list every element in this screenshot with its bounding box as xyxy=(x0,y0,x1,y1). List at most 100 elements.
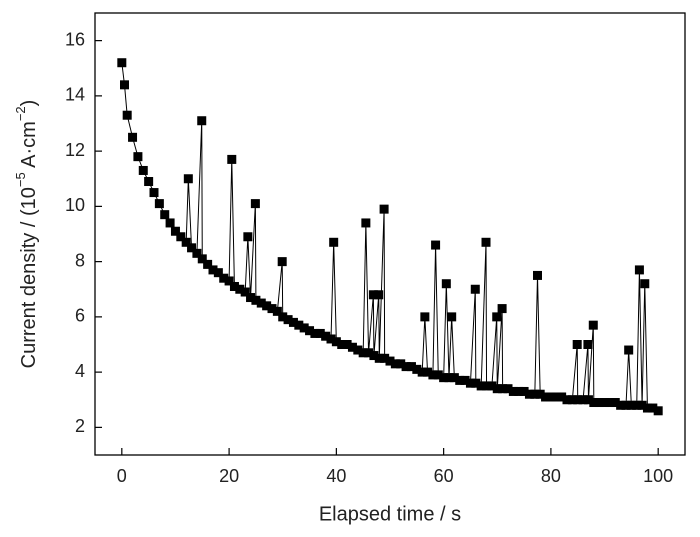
data-point xyxy=(277,257,287,267)
data-point xyxy=(541,392,551,402)
data-point xyxy=(385,356,395,366)
data-point xyxy=(533,270,542,280)
data-point xyxy=(470,284,480,294)
data-point xyxy=(653,406,663,416)
data-point xyxy=(203,259,213,269)
data-point xyxy=(589,398,599,408)
data-point xyxy=(465,378,475,388)
data-point xyxy=(342,340,352,349)
data-point xyxy=(364,348,374,358)
data-point xyxy=(449,373,459,383)
x-tick-label: 40 xyxy=(326,466,346,486)
data-point xyxy=(573,395,583,405)
data-point xyxy=(632,400,642,410)
data-point xyxy=(122,110,132,120)
data-point xyxy=(380,353,390,363)
y-tick-label: 4 xyxy=(75,361,85,381)
data-point xyxy=(433,370,443,380)
data-point xyxy=(321,331,331,341)
y-tick-label: 2 xyxy=(75,416,85,436)
data-point xyxy=(557,392,567,402)
data-point xyxy=(588,320,598,330)
data-point xyxy=(192,248,202,258)
data-point xyxy=(353,345,363,355)
data-point xyxy=(481,237,491,247)
data-point xyxy=(294,320,304,330)
data-point xyxy=(227,154,237,164)
data-point xyxy=(460,375,470,385)
data-point xyxy=(487,381,497,391)
data-point xyxy=(240,287,250,297)
data-point xyxy=(562,395,572,405)
data-point xyxy=(583,340,593,349)
data-point xyxy=(514,386,524,396)
data-point xyxy=(229,281,239,291)
data-point xyxy=(358,348,368,358)
data-point xyxy=(310,328,320,338)
data-point xyxy=(154,199,164,209)
data-point xyxy=(535,389,545,399)
data-point xyxy=(578,395,588,405)
data-point xyxy=(621,400,631,410)
x-tick-label: 100 xyxy=(643,466,673,486)
data-point xyxy=(600,398,610,408)
data-point xyxy=(283,315,293,325)
data-point xyxy=(138,165,148,175)
x-tick-label: 20 xyxy=(219,466,239,486)
data-point xyxy=(144,177,154,187)
data-point xyxy=(530,389,540,399)
data-point xyxy=(431,240,441,250)
data-point xyxy=(165,218,175,228)
label-part: Current density / (10 xyxy=(18,187,40,368)
data-point xyxy=(642,403,652,413)
data-point xyxy=(329,237,339,247)
x-tick-label: 0 xyxy=(117,466,127,486)
x-tick-label: 80 xyxy=(541,466,561,486)
data-point xyxy=(128,132,138,142)
data-point xyxy=(160,210,170,220)
data-point xyxy=(423,367,433,377)
data-point xyxy=(428,370,438,380)
data-point xyxy=(546,392,556,402)
data-point xyxy=(267,304,277,314)
data-point xyxy=(605,398,615,408)
data-point xyxy=(447,312,457,322)
data-point xyxy=(648,403,658,413)
data-point xyxy=(149,188,159,198)
superscript: −2 xyxy=(13,106,28,121)
data-point xyxy=(219,273,229,283)
data-point xyxy=(498,384,508,394)
data-point xyxy=(120,80,129,90)
data-point xyxy=(567,395,577,405)
data-point xyxy=(224,276,234,286)
data-point xyxy=(439,373,449,383)
y-tick-label: 8 xyxy=(75,250,85,270)
data-point xyxy=(256,298,266,308)
data-point xyxy=(497,304,507,314)
data-point xyxy=(347,342,357,352)
data-point xyxy=(213,268,223,278)
y-tick-label: 10 xyxy=(65,195,85,215)
data-point xyxy=(326,334,336,344)
data-point xyxy=(208,265,218,275)
data-point xyxy=(262,301,272,311)
data-point xyxy=(492,312,502,322)
y-axis-label: Current density / (10−5 A·cm−2) xyxy=(13,100,40,369)
data-point xyxy=(374,290,384,300)
data-point xyxy=(374,353,384,363)
data-point xyxy=(176,232,186,242)
data-point xyxy=(197,254,207,264)
label-part: ) xyxy=(18,100,40,107)
data-point xyxy=(251,295,261,305)
superscript: −5 xyxy=(13,172,28,187)
data-point xyxy=(583,395,593,405)
data-point xyxy=(626,400,636,410)
data-point xyxy=(288,317,298,327)
data-point xyxy=(640,279,650,289)
x-tick-label: 60 xyxy=(434,466,454,486)
data-point xyxy=(524,389,534,399)
data-point xyxy=(406,362,416,372)
data-point xyxy=(444,373,454,383)
plot-frame xyxy=(94,12,686,456)
